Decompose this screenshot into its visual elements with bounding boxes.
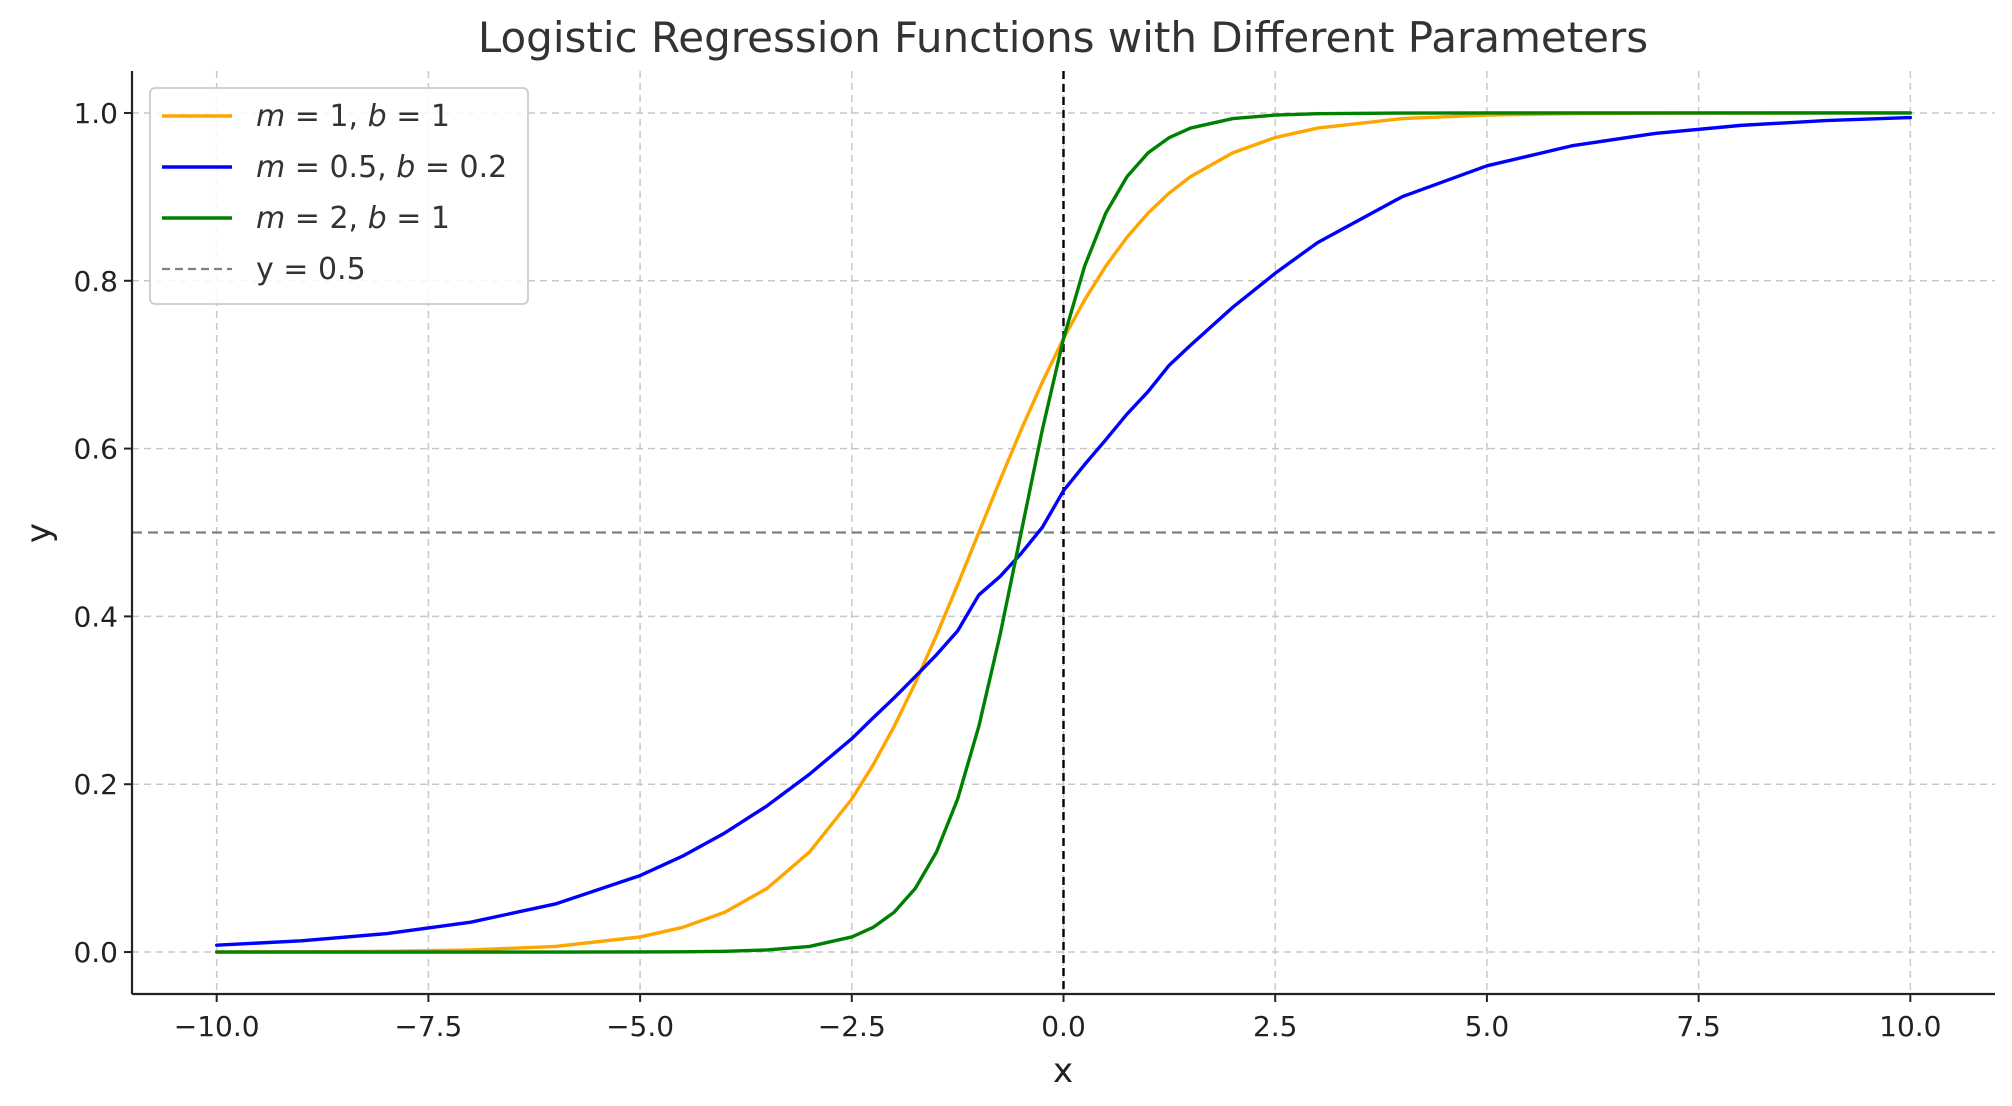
y-tick-label: 0.8	[73, 265, 118, 298]
tick-labels: −10.0 −7.5 −5.0 −2.5 0.0 2.5 5.0 7.5 10.0 0.0 0.2 0…	[73, 97, 1941, 1043]
x-tick-label: 2.5	[1253, 1010, 1298, 1043]
x-tick-label: 5.0	[1465, 1010, 1510, 1043]
series-lines	[214, 111, 1913, 954]
legend: m = 1, b = 1 m = 0.5, b = 0.2 m = 2, b = 1…	[149, 87, 529, 305]
y-tick-label: 0.2	[73, 768, 118, 801]
x-tick-label: −5.0	[606, 1010, 674, 1043]
y-axis-label: y	[19, 523, 59, 543]
x-tick-label: −7.5	[394, 1010, 462, 1043]
y-tick-label: 0.4	[73, 600, 118, 633]
series-line-3	[214, 111, 1913, 954]
x-tick-label: 7.5	[1676, 1010, 1721, 1043]
series-line-2	[214, 115, 1913, 947]
y-tick-label: 0.6	[73, 433, 118, 466]
series-line-1	[214, 111, 1913, 954]
x-tick-label: −10.0	[174, 1010, 260, 1043]
legend-frame	[149, 87, 529, 305]
legend-label: m = 1, b = 1	[256, 99, 450, 134]
legend-label: m = 0.5, b = 0.2	[256, 150, 507, 185]
chart-title: Logistic Regression Functions with Diffe…	[478, 13, 1648, 62]
x-tick-label: 10.0	[1879, 1010, 1941, 1043]
x-axis-label: x	[1053, 1051, 1073, 1091]
reference-lines	[132, 71, 1995, 994]
y-tick-label: 1.0	[73, 97, 118, 130]
axes	[124, 71, 1995, 1002]
x-tick-label: −2.5	[818, 1010, 886, 1043]
x-tick-label: 0.0	[1041, 1010, 1086, 1043]
legend-label: m = 2, b = 1	[256, 201, 450, 236]
y-tick-label: 0.0	[73, 936, 118, 969]
legend-label: y = 0.5	[256, 252, 366, 287]
